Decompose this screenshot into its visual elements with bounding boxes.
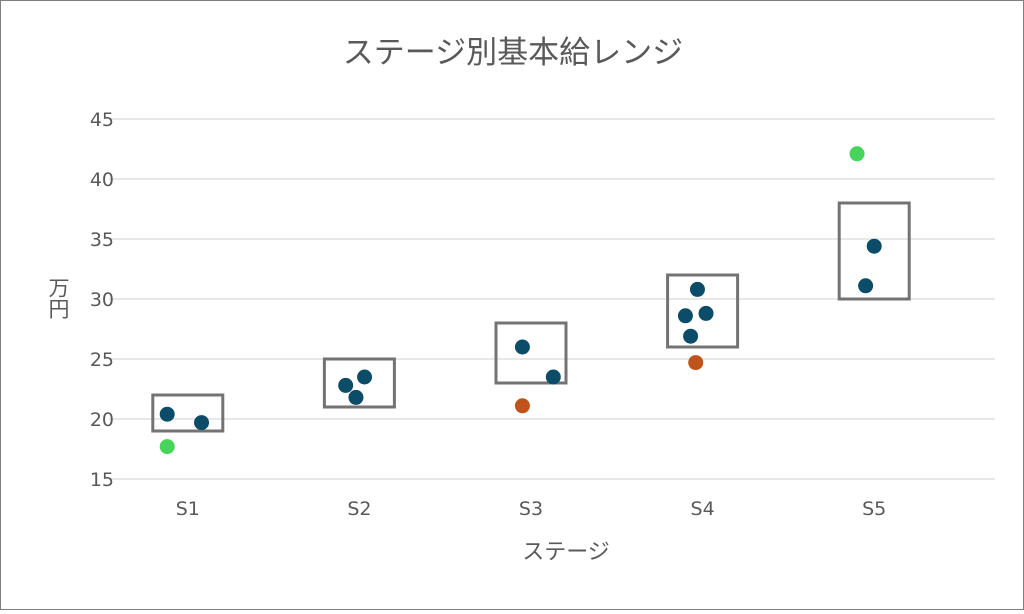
range-box bbox=[151, 393, 225, 433]
y-axis-label: 万円 bbox=[46, 277, 70, 319]
grid-layer bbox=[109, 118, 995, 480]
y-tick-labels: 15 20 25 30 35 40 45 bbox=[90, 109, 114, 491]
data-point bbox=[677, 308, 693, 324]
data-point bbox=[866, 238, 882, 254]
y-tick-label: 35 bbox=[90, 229, 114, 251]
range-box bbox=[666, 273, 740, 349]
data-point bbox=[689, 281, 705, 297]
data-point bbox=[858, 278, 874, 294]
x-tick-labels: S1 S2 S3 S4 S5 bbox=[176, 498, 887, 520]
data-points bbox=[159, 146, 882, 455]
range-box bbox=[494, 321, 568, 385]
y-tick-label: 40 bbox=[90, 169, 114, 191]
data-point bbox=[545, 369, 561, 385]
data-point bbox=[698, 305, 714, 321]
range-box bbox=[837, 201, 911, 301]
data-point bbox=[849, 146, 865, 162]
range-boxes bbox=[151, 201, 911, 433]
x-tick-label: S2 bbox=[347, 498, 371, 520]
data-point bbox=[159, 406, 175, 422]
x-tick-label: S4 bbox=[691, 498, 715, 520]
x-tick-label: S1 bbox=[176, 498, 200, 520]
data-point bbox=[514, 339, 530, 355]
y-tick-label: 30 bbox=[90, 289, 114, 311]
y-tick-label: 25 bbox=[90, 349, 114, 371]
y-tick-label: 20 bbox=[90, 409, 114, 431]
data-point bbox=[683, 328, 699, 344]
data-point bbox=[194, 415, 210, 431]
range-box bbox=[322, 357, 396, 409]
x-tick-label: S3 bbox=[519, 498, 543, 520]
x-axis-label: ステージ bbox=[522, 540, 610, 565]
data-point bbox=[357, 369, 373, 385]
data-point bbox=[514, 398, 530, 414]
x-tick-label: S5 bbox=[862, 498, 886, 520]
chart-title: ステージ別基本給レンジ bbox=[343, 35, 683, 71]
data-point bbox=[688, 355, 704, 371]
data-point bbox=[338, 377, 354, 393]
y-tick-label: 45 bbox=[90, 109, 114, 131]
y-tick-label: 15 bbox=[90, 469, 114, 491]
data-point bbox=[159, 439, 175, 455]
data-point bbox=[348, 389, 364, 405]
